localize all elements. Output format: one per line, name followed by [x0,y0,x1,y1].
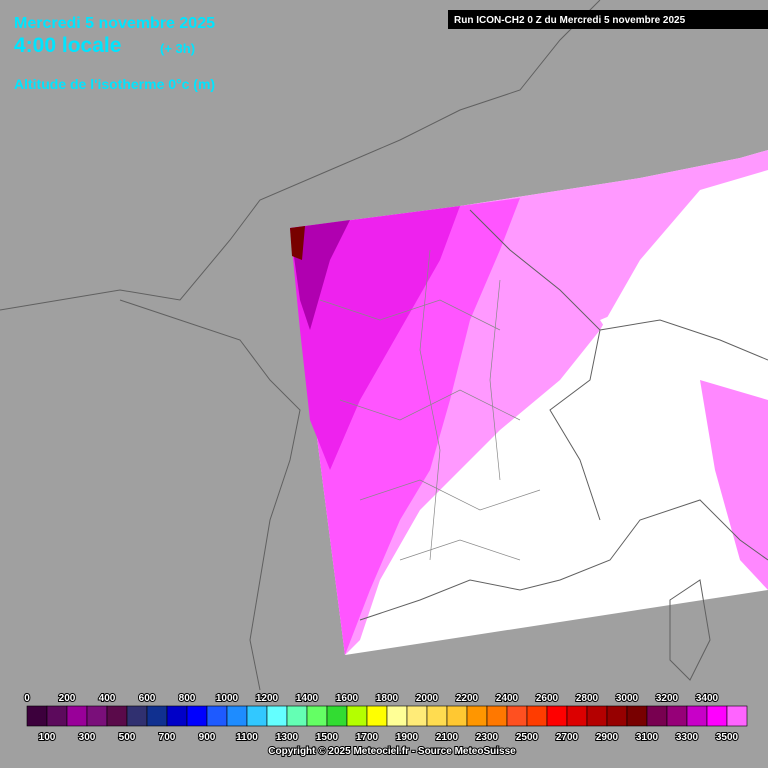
colorbar-label: 1800 [376,693,399,704]
corsica [669,579,711,681]
colorbar-label: 1100 [236,732,258,743]
colorbar-label: 3200 [656,693,679,704]
field-title: Altitude de l'isotherme 0°c (m) [14,76,215,92]
colorbar-label: 3300 [676,732,699,743]
color-swatch [326,705,348,727]
time: 4:00 locale [14,34,121,57]
color-swatch [226,705,248,727]
color-swatch [466,705,488,727]
coast-atlantic [119,299,301,691]
colorbar-label: 1000 [216,693,239,704]
color-swatch [546,705,568,727]
colorbar-label: 2000 [416,693,439,704]
color-swatch [346,705,368,727]
run-box [448,10,768,29]
colorbar-label: 2100 [436,732,459,743]
colorbar-label: 1300 [276,732,299,743]
color-swatch [66,705,88,727]
colorbar-label: 2400 [496,693,519,704]
zone-white-ne [600,250,768,350]
colorbar-label: 2500 [516,732,539,743]
color-swatch [726,705,748,727]
colorbar-label: 1400 [296,693,319,704]
zone-dark [290,220,350,330]
color-swatch [706,705,728,727]
colorbar-label: 1500 [316,732,339,743]
color-swatch [406,705,428,727]
zone-strong [290,206,460,470]
colorbar-label: 2800 [576,693,599,704]
colorbar-label: 3400 [696,693,719,704]
colorbar-label: 300 [79,732,96,743]
coast-med [359,499,768,621]
colorbar-label: 200 [59,693,76,704]
colorbar-label: 1700 [356,732,379,743]
colorbar: 0 100 200 300 400 500 600 700 800 900 1000 1100 1200… [23,692,748,744]
colorbar-label: 3000 [616,693,639,704]
colorbar-label: 0 [24,693,30,704]
color-swatch [286,705,308,727]
colorbar-label: 1900 [396,732,419,743]
colorbar-label: 500 [119,732,136,743]
color-swatch [566,705,588,727]
colorbar-label: 1200 [256,693,279,704]
run-label: Run ICON-CH2 0 Z du Mercredi 5 novembre … [454,15,686,26]
color-swatch [486,705,508,727]
coast [0,0,601,311]
color-swatch [626,705,648,727]
color-swatch [686,705,708,727]
zone-alps [700,380,768,590]
colorbar-label: 3100 [636,732,659,743]
departments [319,249,541,561]
color-swatch [306,705,328,727]
color-swatch [386,705,408,727]
colorbar-label: 1600 [336,693,359,704]
colorbar-label: 3500 [716,732,739,743]
color-swatch [206,705,228,727]
color-swatch [46,705,68,727]
copyright: Copyright © 2025 Meteociel.fr - Source M… [268,746,516,757]
color-swatch [666,705,688,727]
color-swatch [526,705,548,727]
colorbar-label: 2900 [596,732,619,743]
color-swatch [426,705,448,727]
colorbar-label: 2600 [536,693,559,704]
color-swatch [186,705,208,727]
color-swatch [506,705,528,727]
color-swatch [606,705,628,727]
colorbar-label: 100 [39,732,56,743]
colorbar-label: 700 [159,732,176,743]
color-swatch [366,705,388,727]
colorbar-label: 400 [99,693,116,704]
color-swatch [146,705,168,727]
color-swatch [266,705,288,727]
colorbar-label: 900 [199,732,216,743]
color-swatch [166,705,188,727]
date: Mercredi 5 novembre 2025 [14,15,215,32]
color-swatch [126,705,148,727]
color-swatch [26,705,48,727]
color-swatch [646,705,668,727]
colorbar-label: 2700 [556,732,579,743]
colorbar-label: 2300 [476,732,499,743]
colorbar-label: 2200 [456,693,479,704]
zone-max [290,226,305,260]
colorbar-label: 800 [179,693,196,704]
border-east [469,209,601,521]
color-swatch [86,705,108,727]
color-swatch [246,705,268,727]
colorbar-label: 600 [139,693,156,704]
border-swiss [599,319,768,361]
color-swatch [446,705,468,727]
color-swatch [586,705,608,727]
offset: (+ 3h) [160,41,195,56]
color-swatch [106,705,128,727]
